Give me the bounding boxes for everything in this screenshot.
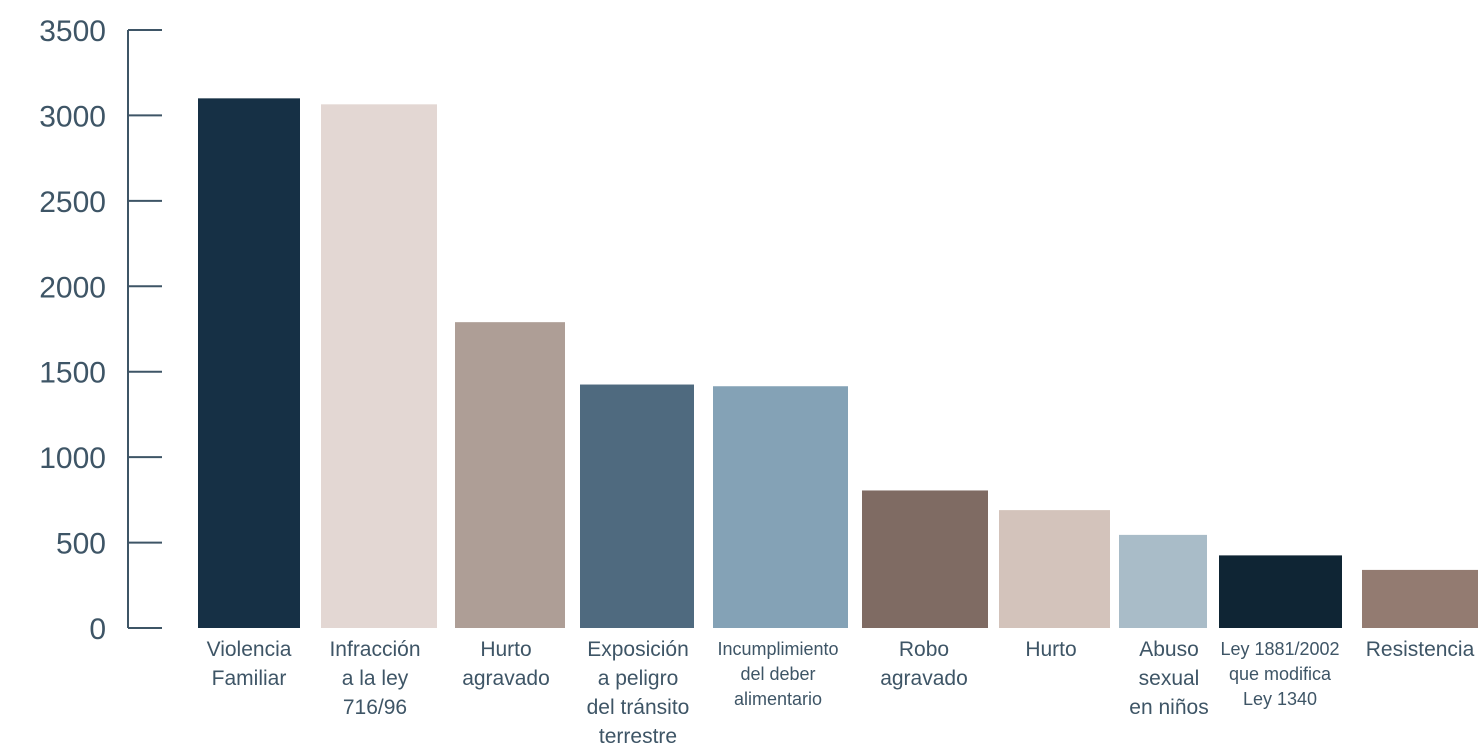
category-label: Ley 1881/2002 que modifica Ley 1340 [1220,639,1339,709]
category-labels: Violencia Familiar Infracción a la ley 716/9… [207,638,1475,748]
bar-7 [999,510,1110,628]
category-label: Infracción a la ley 716/96 [329,638,420,719]
category-label: Hurto agravado [462,638,550,690]
y-tick-label: 3500 [39,15,106,48]
y-tick-label: 0 [89,613,106,646]
y-axis: 0 500 1000 1500 2000 2500 3000 3500 [39,15,162,646]
category-label: Hurto [1025,638,1076,661]
y-tick-label: 500 [56,528,106,561]
y-tick-label: 3000 [39,100,106,133]
bar-10 [1362,569,1478,628]
y-tick-label: 2500 [39,186,106,219]
bars [198,98,1478,629]
bar-9 [1219,555,1342,628]
bar-4 [580,384,694,628]
y-tick-label: 1000 [39,442,106,475]
category-label: Resistencia [1366,638,1475,661]
bar-2 [321,104,437,628]
category-label: Incumplimiento del deber alimentario [717,639,838,709]
category-label: Exposición a peligro del tránsito terrestre [587,638,690,744]
category-label: Abuso sexual en niños [1129,638,1208,719]
bar-5 [713,386,848,628]
bar-6 [862,490,988,628]
category-label: Robo agravado [880,638,968,690]
bar-1 [198,98,300,629]
y-tick-label: 2000 [39,271,106,304]
bar-3 [455,322,565,628]
category-label: Violencia Familiar [207,638,292,690]
y-tick-label: 1500 [39,357,106,390]
bar-8 [1119,534,1207,628]
